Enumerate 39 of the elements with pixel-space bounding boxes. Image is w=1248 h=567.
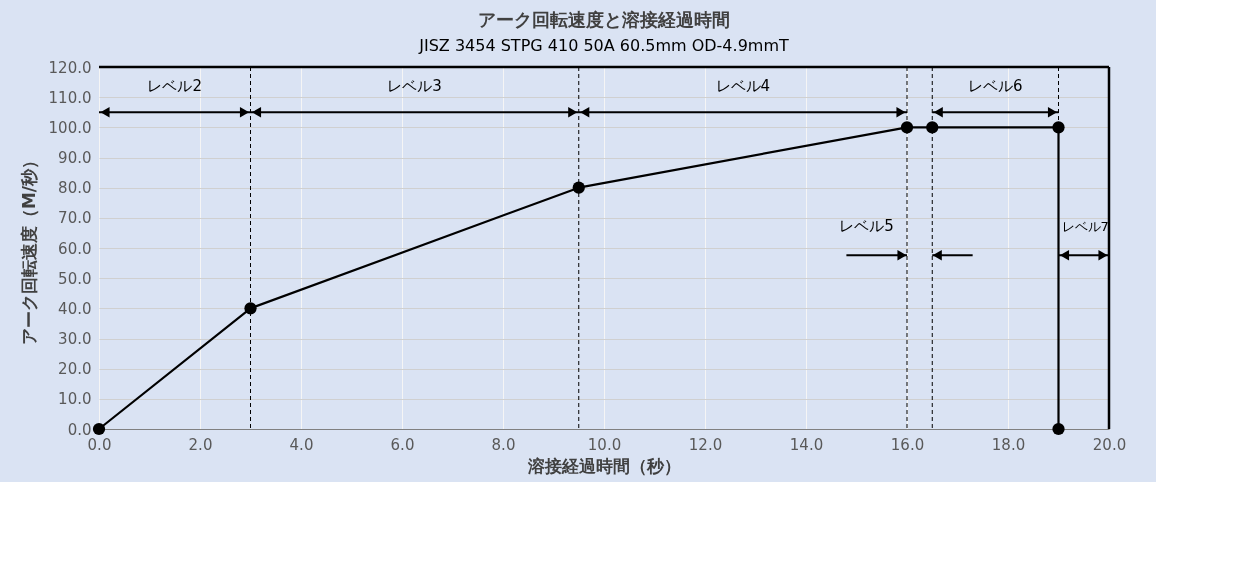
y-tick-label: 110.0 — [48, 88, 92, 107]
y-tick-label: 100.0 — [48, 118, 92, 137]
x-tick-label: 4.0 — [289, 435, 314, 454]
point — [1052, 121, 1065, 134]
x-tick-label: 6.0 — [390, 435, 415, 454]
x-axis-title: 溶接経過時間（秒） — [527, 455, 681, 476]
x-tick-label: 2.0 — [188, 435, 213, 454]
x-tick-label: 14.0 — [789, 435, 824, 454]
x-tick-label: 18.0 — [991, 435, 1026, 454]
y-tick-label: 10.0 — [58, 390, 92, 409]
point — [92, 422, 106, 436]
x-tick-label: 8.0 — [491, 435, 516, 454]
x-tick-label: 16.0 — [890, 435, 925, 454]
point — [1052, 422, 1065, 436]
point — [926, 121, 939, 134]
x-tick-label: 12.0 — [688, 435, 723, 454]
y-tick-label: 20.0 — [58, 360, 92, 379]
annotation: レベル4 — [715, 77, 771, 96]
y-tick-label: 70.0 — [58, 209, 92, 228]
annotation: レベル6 — [968, 77, 1023, 96]
y-tick-label: 60.0 — [58, 239, 92, 258]
y-tick-label: 40.0 — [58, 299, 92, 318]
x-tick-label: 20.0 — [1092, 435, 1127, 454]
point — [572, 181, 585, 194]
point — [244, 302, 257, 315]
y-tick-label: 90.0 — [58, 149, 92, 167]
annotation: レベル5 — [839, 216, 894, 235]
y-tick-label: 120.0 — [48, 58, 92, 77]
chart-title: アーク回転速度と溶接経過時間 — [478, 9, 730, 30]
x-tick-label: 10.0 — [587, 435, 622, 454]
annotation: レベル2 — [147, 77, 203, 96]
y-tick-label: 80.0 — [58, 179, 92, 198]
point — [900, 121, 914, 134]
chart-subtitle: JISZ 3454 STPG 410 50A 60.5mm OD-4.9mmT — [418, 36, 789, 55]
y-tick-label: 50.0 — [58, 269, 92, 288]
annotation: レベル3 — [387, 77, 442, 96]
y-tick-label: 30.0 — [58, 330, 92, 348]
annotation: レベル7 — [1061, 218, 1109, 234]
y-axis-title: アーク回転速度（M/秒） — [18, 151, 39, 346]
